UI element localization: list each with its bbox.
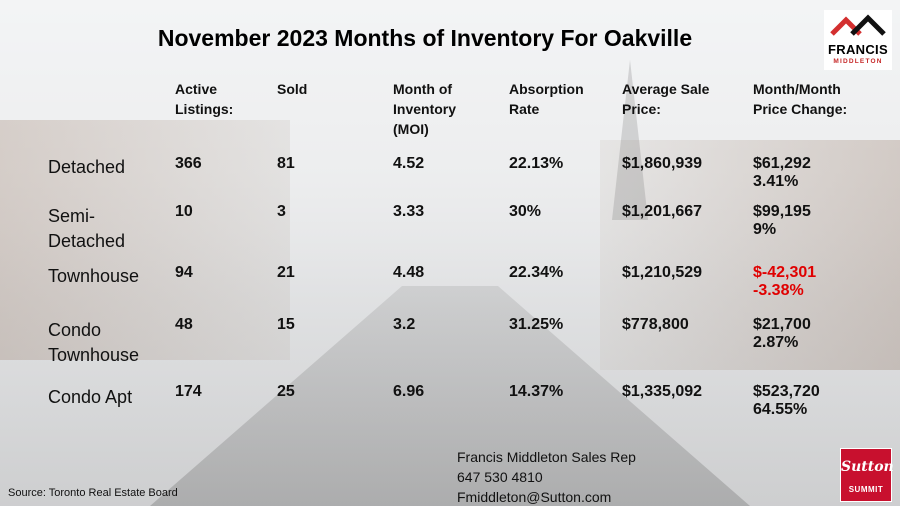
cell-absorption: 30% [509,203,542,220]
cell-absorption: 22.13% [509,155,564,172]
page-title: November 2023 Months of Inventory For Oa… [157,25,693,51]
cell-absorption: 22.34% [509,264,564,281]
contact-phone: 647 530 4810 [457,469,543,485]
cell-active: 174 [175,383,202,400]
header-average-sale-price: Average Sale Price: [622,81,710,117]
row-label-semi-detached: Semi- Detached [48,206,126,251]
roof-icon [830,14,886,36]
left-buildings [0,120,290,360]
cell-active: 10 [175,203,193,220]
cell-active: 94 [175,264,193,281]
cell-moi: 6.96 [393,383,425,400]
cell-price-change: $61,292 3.41% [753,155,811,190]
cell-active: 48 [175,316,193,333]
header-sold: Sold [277,81,308,97]
contact-block: Francis Middleton Sales Rep 647 530 4810… [457,447,636,507]
cell-price-change-negative: $-42,301 -3.38% [753,264,817,299]
cell-avg-price: $1,210,529 [622,264,703,281]
contact-email: Fmiddleton@Sutton.com [457,489,612,505]
row-label-townhouse: Townhouse [48,266,140,286]
row-label-condo-townhouse: Condo Townhouse [48,320,140,365]
header-active-listings: Active Listings: [175,81,234,117]
cell-sold: 3 [277,203,286,220]
sutton-summit-logo: Sutton SUMMIT [840,448,894,502]
cell-moi: 4.52 [393,155,425,172]
cell-moi: 3.33 [393,203,425,220]
brand-name: Sutton [841,459,894,475]
cell-avg-price: $1,201,667 [622,203,703,220]
logo-name: FRANCIS [828,42,888,57]
cell-absorption: 14.37% [509,383,564,400]
cell-moi: 4.48 [393,264,425,281]
cell-moi: 3.2 [393,316,416,333]
cell-avg-price: $1,860,939 [622,155,703,172]
cell-price-change: $99,195 9% [753,203,811,238]
header-moi: Month of Inventory (MOI) [393,81,457,137]
brand-sub: SUMMIT [848,485,884,494]
header-absorption-rate: Absorption Rate [509,81,584,117]
contact-name: Francis Middleton Sales Rep [457,449,636,465]
source-note: Source: Toronto Real Estate Board [8,487,178,499]
cell-price-change: $523,720 64.55% [753,383,820,418]
cell-active: 366 [175,155,202,172]
header-price-change: Month/Month Price Change: [753,81,848,117]
right-buildings [600,140,900,370]
cell-price-change: $21,700 2.87% [753,316,811,351]
cell-sold: 15 [277,316,295,333]
cell-avg-price: $778,800 [622,316,689,333]
cell-avg-price: $1,335,092 [622,383,703,400]
cell-sold: 21 [277,264,295,281]
row-label-detached: Detached [48,157,126,177]
cell-sold: 81 [277,155,295,172]
logo-sub: MIDDLETON [833,58,883,65]
cell-absorption: 31.25% [509,316,564,333]
cell-sold: 25 [277,383,295,400]
francis-middleton-logo: FRANCIS MIDDLETON [824,10,892,70]
row-label-condo-apt: Condo Apt [48,387,133,407]
